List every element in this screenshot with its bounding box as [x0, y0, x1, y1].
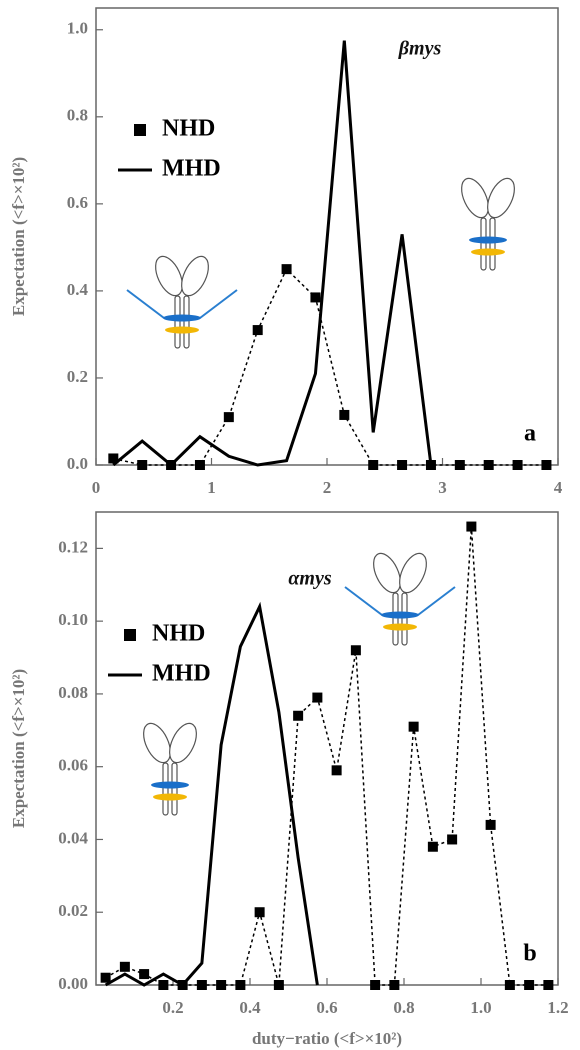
point-marker [223, 412, 234, 423]
x-tick-label: 0 [92, 478, 101, 497]
point-marker [252, 325, 263, 336]
x-tick-label: 0.8 [393, 998, 414, 1017]
point-marker [100, 972, 111, 983]
point-marker [427, 841, 438, 852]
y-tick-label: 0.6 [67, 193, 88, 212]
legend-label: NHD [152, 621, 205, 647]
y-tick-label: 0.00 [58, 974, 88, 993]
point-marker [310, 292, 321, 303]
point-marker [108, 453, 119, 464]
y-tick-label: 0.06 [58, 756, 88, 775]
point-marker [485, 819, 496, 830]
panel-title: βmys [398, 38, 442, 60]
legend-marker [124, 629, 136, 641]
legend-label: MHD [162, 156, 221, 182]
x-tick-label: 0.2 [162, 998, 183, 1017]
point-marker [281, 264, 292, 275]
y-tick-label: 0.4 [67, 280, 89, 299]
y-tick-label: 0.12 [58, 537, 88, 556]
y-tick-label: 0.2 [67, 367, 88, 386]
point-marker [447, 834, 458, 845]
point-marker [466, 521, 477, 532]
point-marker [543, 980, 554, 990]
point-marker [273, 980, 284, 990]
icon [126, 251, 238, 349]
point-marker [137, 460, 148, 470]
y-tick-label: 0.08 [58, 683, 88, 702]
legend-marker [134, 124, 146, 136]
point-marker [408, 721, 419, 732]
point-marker [139, 969, 150, 980]
x-axis-label: duty−ratio (<f>×10²) [252, 1029, 402, 1048]
point-marker [350, 645, 361, 656]
point-marker [504, 980, 515, 990]
y-tick-label: 0.04 [58, 828, 88, 847]
legend-label: MHD [152, 661, 211, 687]
y-tick-label: 0.8 [67, 106, 88, 125]
x-tick-label: 0.6 [316, 998, 337, 1017]
point-marker [331, 765, 342, 776]
x-tick-label: 2 [323, 478, 332, 497]
point-marker [235, 980, 246, 990]
y-tick-label: 0.10 [58, 610, 88, 629]
x-tick-label: 3 [438, 478, 447, 497]
x-tick-label: 1 [207, 478, 216, 497]
point-marker [512, 460, 523, 470]
point-marker [368, 460, 379, 470]
legend-label: NHD [162, 116, 215, 142]
y-tick-label: 1.0 [67, 19, 88, 38]
x-tick-label: 1.2 [547, 998, 568, 1017]
series-line [113, 267, 547, 466]
series-line [112, 40, 433, 468]
panel-label: a [524, 421, 536, 447]
icon [344, 548, 456, 646]
icon [137, 718, 203, 816]
point-marker [483, 460, 494, 470]
point-marker [541, 460, 552, 470]
x-tick-label: 1.0 [470, 998, 491, 1017]
point-marker [196, 980, 207, 990]
point-marker [389, 980, 400, 990]
point-marker [216, 980, 227, 990]
y-tick-label: 0.02 [58, 901, 88, 920]
point-marker [119, 961, 130, 972]
series-line [104, 601, 319, 987]
y-axis-label: Expectation (<f>×10²) [9, 669, 28, 828]
icon [455, 173, 521, 271]
point-marker [293, 710, 304, 721]
point-marker [397, 460, 408, 470]
panel-title: αmys [288, 568, 331, 590]
point-marker [312, 692, 323, 703]
point-marker [158, 980, 169, 990]
point-marker [454, 460, 465, 470]
y-tick-label: 0.0 [67, 454, 88, 473]
point-marker [194, 460, 205, 470]
point-marker [524, 980, 535, 990]
x-tick-label: 0.4 [239, 998, 261, 1017]
point-marker [370, 980, 381, 990]
y-axis-label: Expectation (<f>×10²) [9, 157, 28, 316]
panel-label: b [523, 941, 536, 967]
point-marker [254, 907, 265, 918]
point-marker [339, 409, 350, 420]
x-tick-label: 4 [554, 478, 563, 497]
